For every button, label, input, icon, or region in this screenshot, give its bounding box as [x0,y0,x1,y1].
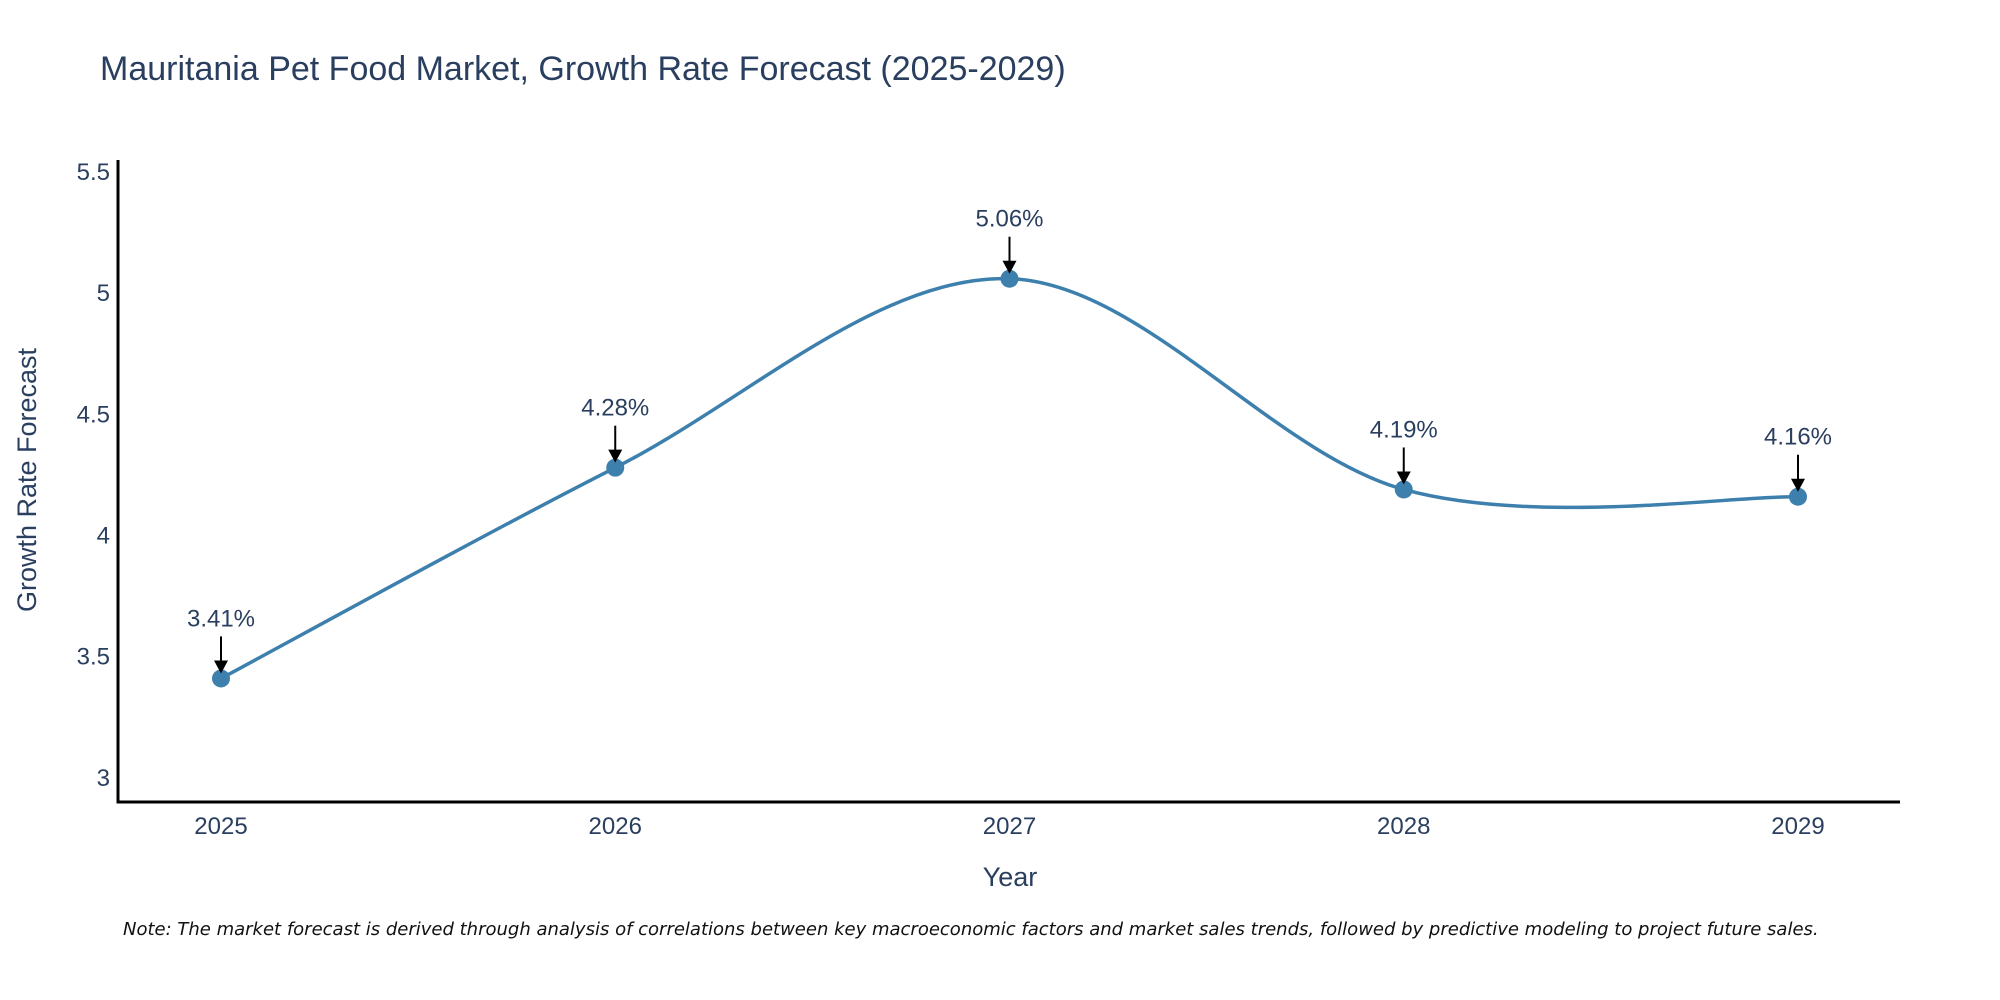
footnote: Note: The market forecast is derived thr… [123,919,1819,940]
x-axis-title: Year [983,862,1038,892]
data-point [1394,480,1413,499]
data-label: 3.41% [187,605,255,632]
data-point [1000,269,1019,288]
axes [116,160,1900,804]
y-axis-title: Growth Rate Forecast [12,347,42,612]
data-label: 4.28% [581,395,649,422]
x-tick-label: 2026 [589,813,642,840]
annotation-arrow-head [1791,478,1805,492]
data-point [212,669,230,688]
y-tick-label: 5 [97,280,110,307]
x-tick-label: 2027 [983,813,1036,840]
series [212,269,1807,688]
y-tick-label: 4.5 [77,401,110,428]
x-tick-label: 2025 [194,813,247,840]
data-point [1789,487,1807,506]
x-tick-label: 2029 [1771,813,1824,840]
y-tick-label: 5.5 [77,159,110,186]
data-point [606,458,625,477]
tick-labels: 3 3.5 4 4.5 5 5.5 2025 2026 2027 2028 2029 [77,159,1825,840]
series-line [220,276,1799,680]
x-tick-label: 2028 [1377,813,1430,840]
annotation-arrow-head [1396,471,1411,485]
data-label: 5.06% [975,206,1043,233]
annotation-arrow-head [1002,260,1017,274]
y-tick-label: 3 [97,765,110,792]
data-labels: 3.41% 4.28% 5.06% 4.19% 4.16% [187,206,1832,674]
y-tick-label: 4 [97,523,110,550]
annotation-arrow-head [214,660,228,674]
annotation-arrow-head [608,449,623,463]
data-label: 4.16% [1764,424,1832,451]
data-label: 4.19% [1370,416,1438,443]
y-tick-label: 3.5 [77,644,110,671]
chart-title: Mauritania Pet Food Market, Growth Rate … [100,50,1066,88]
